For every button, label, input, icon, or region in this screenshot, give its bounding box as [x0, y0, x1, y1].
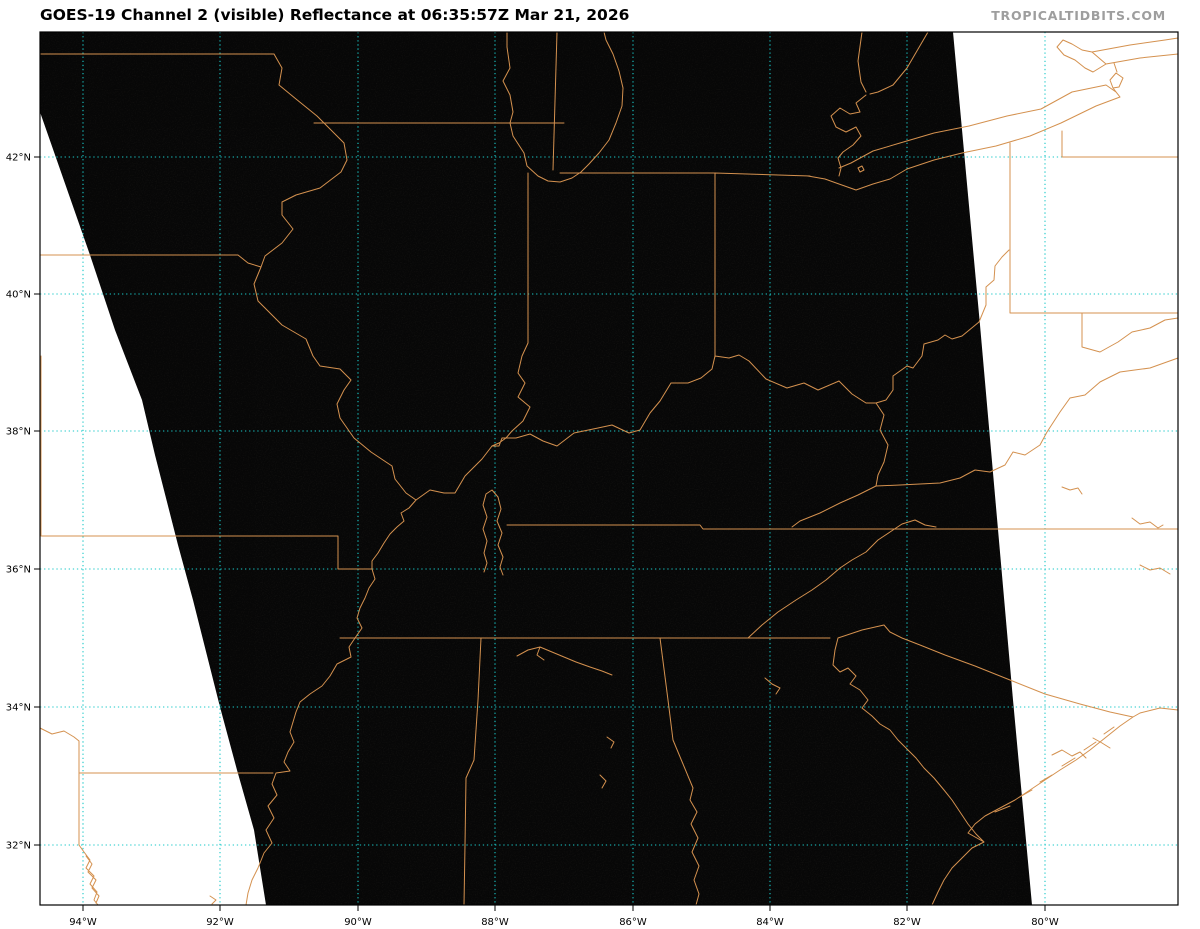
lon-label: 86°W [619, 917, 647, 928]
midwest-borders [313, 31, 1010, 576]
lon-label: 90°W [344, 917, 372, 928]
lat-label: 36°N [6, 565, 31, 576]
lon-label: 88°W [481, 917, 509, 928]
lon-label: 92°W [206, 917, 234, 928]
lat-label: 40°N [6, 290, 31, 301]
lon-label: 94°W [69, 917, 97, 928]
lat-label: 38°N [6, 427, 31, 438]
site-watermark: TROPICALTIDBITS.COM [991, 8, 1166, 23]
lon-label: 82°W [893, 917, 921, 928]
page-title: GOES-19 Channel 2 (visible) Reflectance … [40, 6, 630, 24]
axis-ticks [34, 156, 1046, 911]
southeast-borders [339, 519, 1179, 906]
lat-label: 42°N [6, 153, 31, 164]
lon-label: 84°W [756, 917, 784, 928]
state-borders [39, 31, 1179, 906]
map-frame [39, 31, 1179, 906]
lat-label: 34°N [6, 703, 31, 714]
lon-label: 80°W [1031, 917, 1059, 928]
graticule [40, 32, 1178, 905]
northeast-borders [506, 31, 1179, 575]
mississippi-river-and-west-borders [39, 53, 417, 906]
lat-label: 32°N [6, 841, 31, 852]
axis-labels: 42°N 40°N 38°N 36°N 34°N 32°N 94°W 92°W 90°W 88°W… [6, 153, 1059, 929]
